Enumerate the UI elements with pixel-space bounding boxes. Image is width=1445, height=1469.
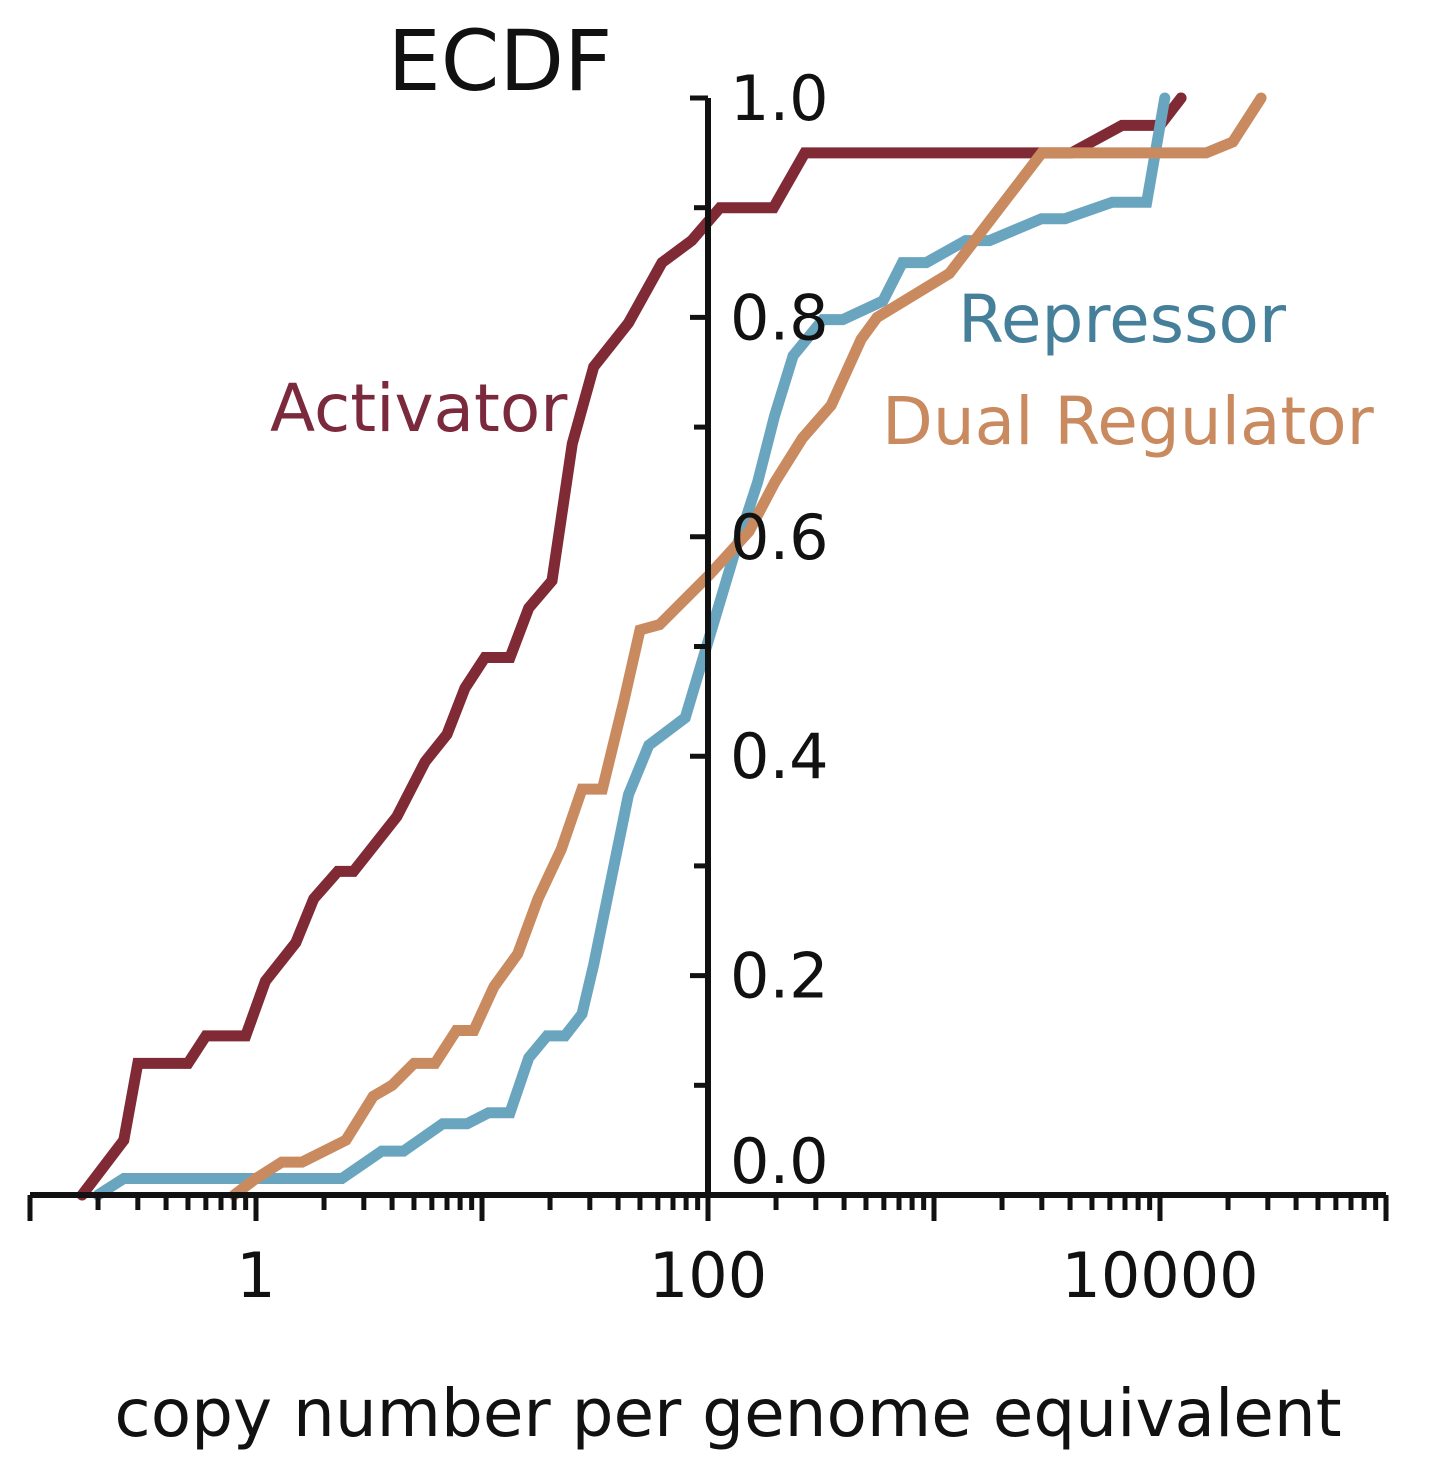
y-tick-label: 0.4: [730, 720, 829, 793]
x-tick-label: 10000: [1061, 1239, 1258, 1312]
y-tick-label: 0.2: [730, 940, 829, 1013]
y-tick-label: 1.0: [730, 62, 829, 135]
series-line-activator: [76, 92, 1187, 1201]
chart-title: ECDF: [388, 12, 613, 110]
tick-layer: 1 100 10000 0.0 0.2 0.4 0.6 0.8 1.0: [27, 62, 1389, 1312]
series-line-dual-regulator: [228, 92, 1267, 1201]
series-label-activator: Activator: [270, 370, 568, 447]
x-axis-label: copy number per genome equivalent: [114, 1375, 1341, 1452]
x-tick-label: 100: [649, 1239, 767, 1312]
series-label-dual-regulator: Dual Regulator: [882, 383, 1375, 460]
y-tick-label: 0.8: [730, 281, 829, 354]
series-label-repressor: Repressor: [958, 281, 1287, 358]
y-tick-label: 0.6: [730, 501, 829, 574]
y-tick-label: 0.0: [730, 1125, 829, 1198]
series-layer: [76, 92, 1267, 1201]
x-tick-label: 1: [236, 1239, 275, 1312]
